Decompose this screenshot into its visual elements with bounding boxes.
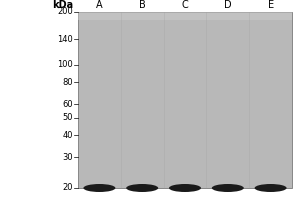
Text: C: C bbox=[182, 0, 188, 10]
Text: 80: 80 bbox=[62, 78, 73, 87]
Text: 20: 20 bbox=[62, 184, 73, 192]
Text: 60: 60 bbox=[62, 100, 73, 109]
Bar bbox=[78, 12, 292, 188]
Ellipse shape bbox=[169, 184, 201, 192]
Text: 30: 30 bbox=[62, 153, 73, 162]
Bar bbox=[78, 12, 292, 20]
Text: B: B bbox=[139, 0, 146, 10]
Ellipse shape bbox=[212, 184, 244, 192]
Text: E: E bbox=[268, 0, 274, 10]
Text: 100: 100 bbox=[57, 60, 73, 69]
Ellipse shape bbox=[126, 184, 158, 192]
Text: 40: 40 bbox=[62, 131, 73, 140]
Text: 200: 200 bbox=[57, 7, 73, 17]
Ellipse shape bbox=[83, 184, 116, 192]
Text: D: D bbox=[224, 0, 232, 10]
Ellipse shape bbox=[255, 184, 286, 192]
Text: 140: 140 bbox=[57, 35, 73, 44]
Text: 50: 50 bbox=[62, 113, 73, 122]
Text: kDa: kDa bbox=[52, 0, 73, 10]
Text: A: A bbox=[96, 0, 103, 10]
